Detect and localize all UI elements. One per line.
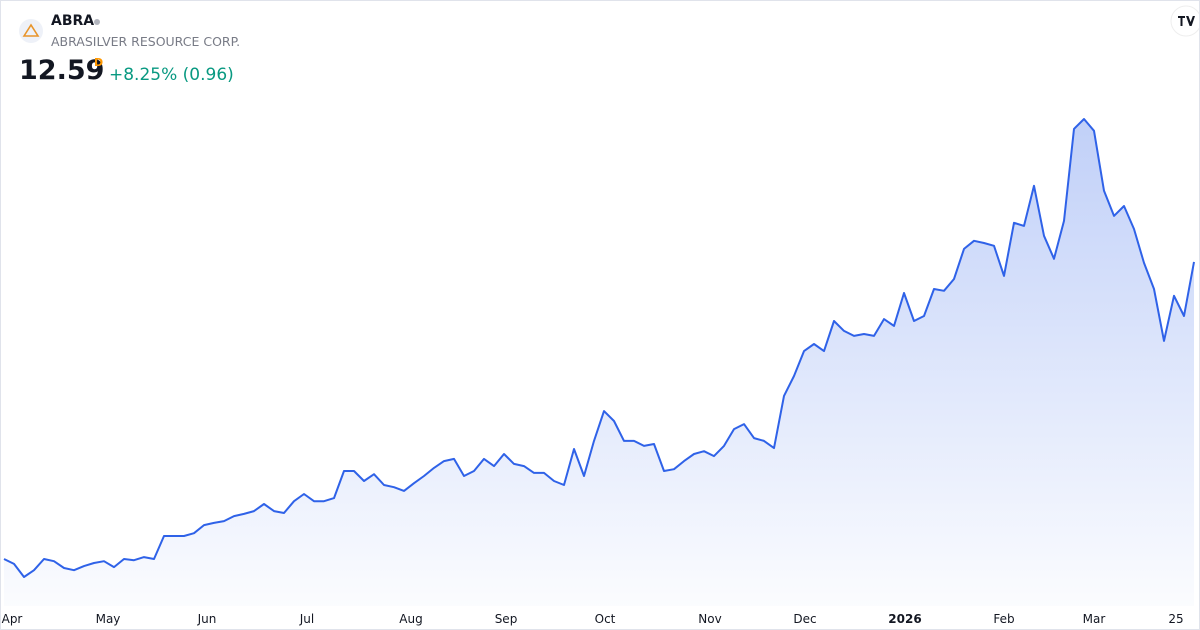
area-fill: [4, 119, 1194, 606]
x-tick-label: Dec: [793, 612, 816, 626]
tv-logo[interactable]: [1170, 5, 1200, 37]
company-name: ABRASILVER RESOURCE CORP.: [51, 34, 241, 49]
price-line: [3, 118, 1195, 578]
x-tick-label: Aug: [399, 612, 422, 626]
x-tick-label: Sep: [495, 612, 518, 626]
status-dot: [94, 19, 100, 25]
x-tick-label: Jun: [197, 612, 217, 626]
x-tick-label: 2026: [888, 612, 921, 626]
x-tick-label: Feb: [993, 612, 1014, 626]
x-tick-label: Nov: [698, 612, 721, 626]
x-tick-label: Jul: [299, 612, 314, 626]
x-tick-label: Oct: [595, 612, 616, 626]
x-tick-label: Mar: [1083, 612, 1106, 626]
x-tick-label: 25: [1168, 612, 1183, 626]
interval: D: [94, 56, 104, 69]
x-tick-label: Apr: [2, 612, 23, 626]
x-tick-label: May: [96, 612, 121, 626]
logo: [19, 19, 43, 43]
price: 12.59: [19, 55, 105, 86]
logo-mark: [22, 23, 40, 37]
price-change: +8.25% (0.96): [109, 65, 234, 85]
symbol[interactable]: ABRA: [51, 13, 95, 29]
